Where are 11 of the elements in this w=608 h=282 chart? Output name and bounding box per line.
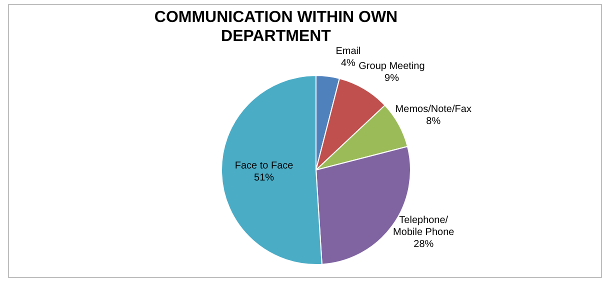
slice-label: Telephone/Mobile Phone <box>393 214 455 238</box>
chart-title: COMMUNICATION WITHIN OWN DEPARTMENT <box>153 8 399 46</box>
slice-label: Group Meeting <box>358 61 425 72</box>
data-label: 9% <box>384 73 400 84</box>
slice-label: Face to Face <box>234 160 294 172</box>
data-label: 51% <box>254 172 274 184</box>
data-label: 28% <box>414 238 434 250</box>
data-label: 8% <box>426 116 441 128</box>
slice-label: Email <box>336 46 361 58</box>
data-label: 4% <box>340 58 356 70</box>
slice-label: Memos/Note/Fax <box>395 104 472 116</box>
